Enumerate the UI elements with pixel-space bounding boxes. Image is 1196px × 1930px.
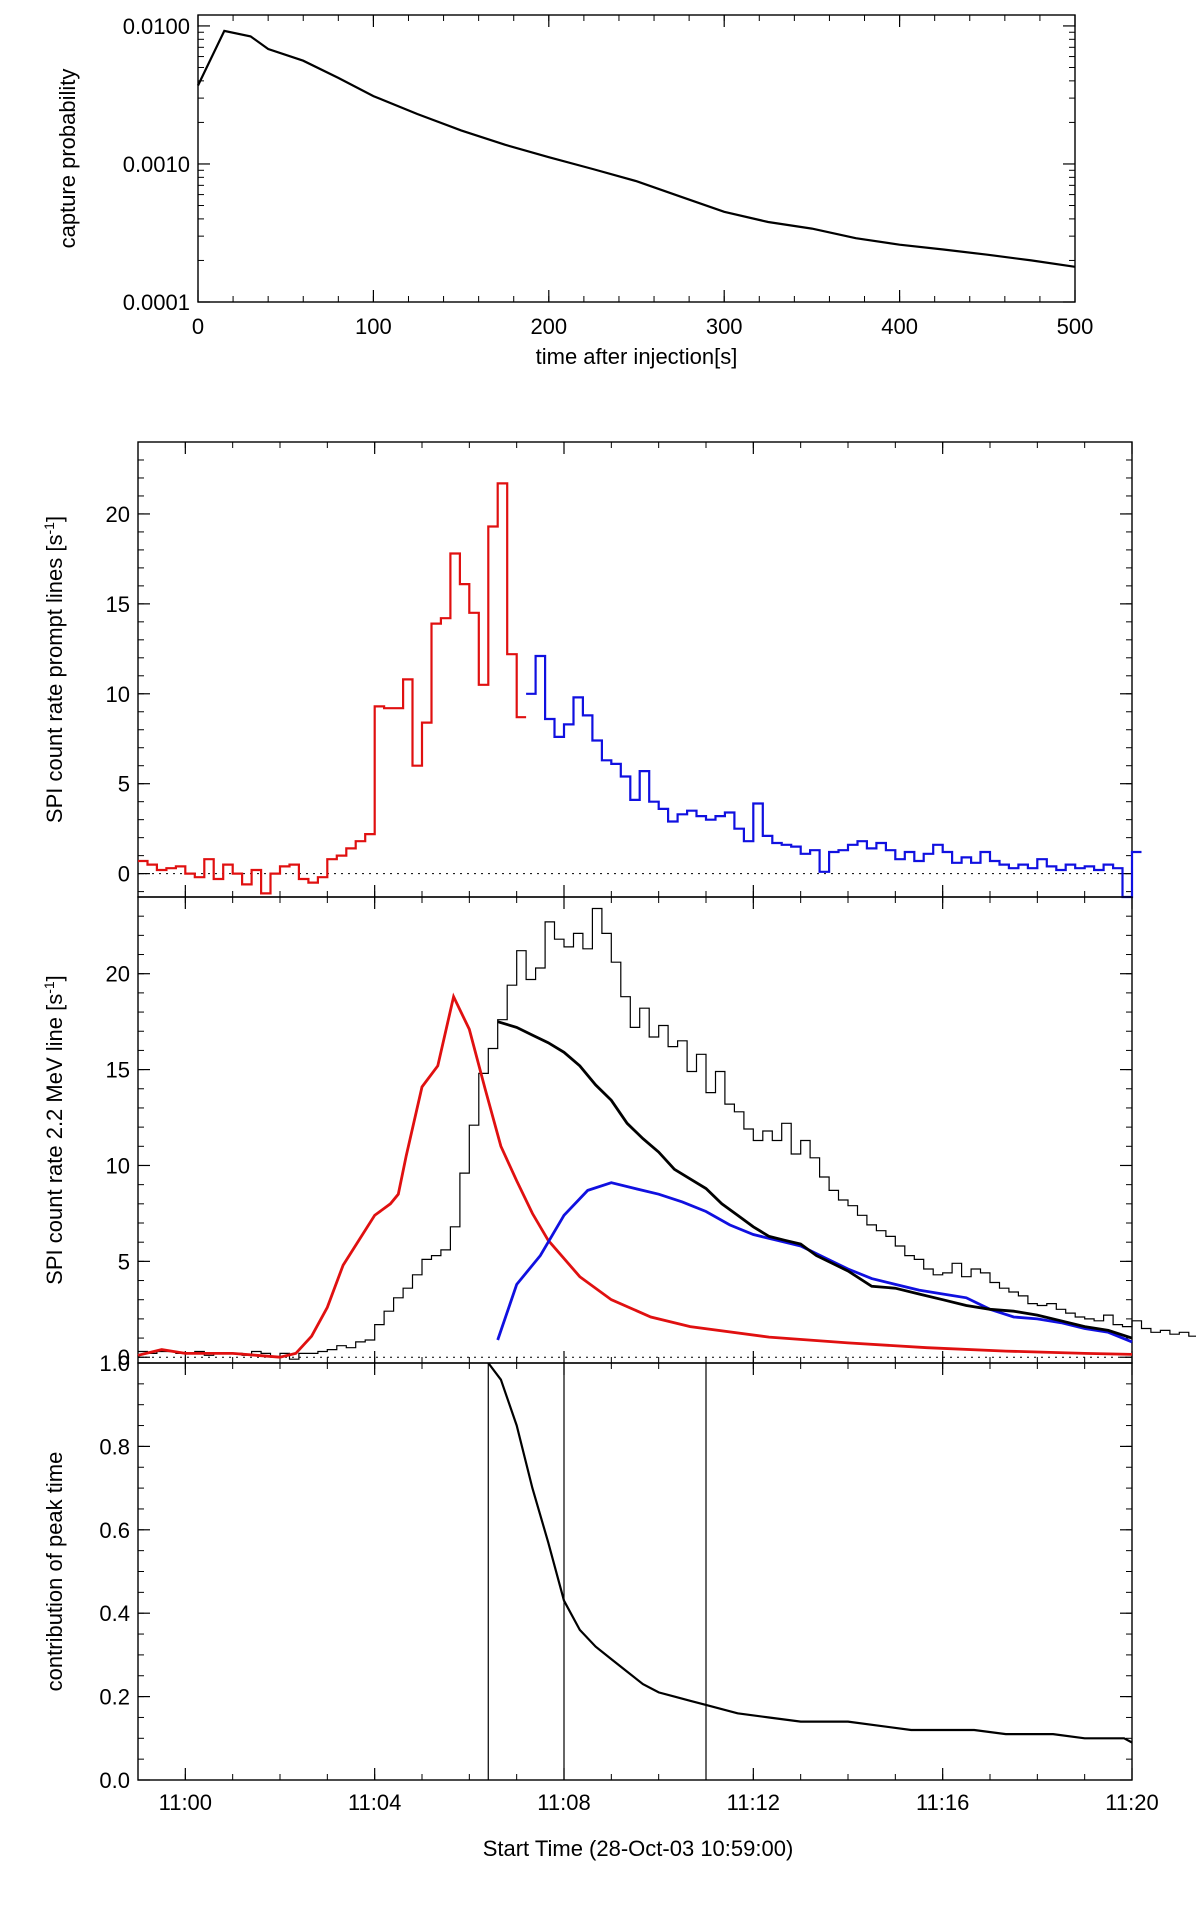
line22-y-axis-label-sup: -1 <box>41 981 57 994</box>
contribution-x-tick-label: 11:00 <box>159 1790 212 1815</box>
capture-x-tick-label: 100 <box>355 314 392 339</box>
prompt-y-axis-label-close: ] <box>42 516 67 522</box>
line22-y-tick-label: 5 <box>118 1249 130 1274</box>
prompt-rise-histogram <box>138 482 527 895</box>
capture-x-tick-label: 500 <box>1057 314 1094 339</box>
line22-y-axis-label: SPI count rate 2.2 MeV line [s-1] <box>41 975 67 1285</box>
line22-y-tick-label: 15 <box>106 1058 130 1083</box>
contribution-plot-frame <box>137 1362 1133 1781</box>
line22-delayed-model-curve <box>496 1181 1133 1344</box>
contribution-x-tick-label: 11:20 <box>1105 1790 1158 1815</box>
figure-x-axis-label: Start Time (28-Oct-03 10:59:00) <box>483 1836 794 1861</box>
line22-y-axis-label-text: SPI count rate 2.2 MeV line [s <box>42 994 67 1285</box>
prompt-y-axis-label-text: SPI count rate prompt lines [s <box>42 535 67 824</box>
capture-y-tick-label: 0.0010 <box>123 152 190 177</box>
contribution-y-tick-label: 0.8 <box>99 1434 130 1459</box>
line-2-2-mev-panel: SPI count rate 2.2 MeV line [s-1] 0 5 10 15… <box>41 896 1196 1370</box>
contribution-y-tick-label: 0.2 <box>99 1685 130 1710</box>
prompt-y-axis-label: SPI count rate prompt lines [s-1] <box>41 516 67 823</box>
capture-probability-panel: time after injection[s] capture probabil… <box>55 14 1093 369</box>
contribution-y-axis-label: contribution of peak time <box>42 1452 67 1692</box>
line22-histogram <box>138 907 1196 1360</box>
contribution-x-tick-label: 11:08 <box>537 1790 590 1815</box>
prompt-y-axis-label-sup: -1 <box>41 522 57 535</box>
prompt-y-tick-label: 5 <box>118 772 130 797</box>
capture-y-axis-label: capture probability <box>55 69 80 249</box>
prompt-y-tick-label: 15 <box>106 592 130 617</box>
prompt-y-tick-label: 20 <box>106 502 130 527</box>
contribution-curve <box>487 1362 1133 1744</box>
capture-x-tick-label: 0 <box>192 314 204 339</box>
contribution-panel: contribution of peak time 11:00 11:04 11:0… <box>42 1351 1159 1815</box>
capture-x-tick-label: 400 <box>881 314 918 339</box>
prompt-plot-frame <box>137 441 1133 898</box>
line22-y-tick-label: 10 <box>106 1153 130 1178</box>
contribution-x-tick-label: 11:12 <box>727 1790 780 1815</box>
capture-y-tick-label: 0.0001 <box>123 290 190 315</box>
contribution-y-tick-label: 0.0 <box>99 1768 130 1793</box>
line22-y-tick-label: 20 <box>106 962 130 987</box>
line22-y-axis-label-close: ] <box>42 975 67 981</box>
capture-x-tick-label: 300 <box>706 314 743 339</box>
prompt-lines-panel: SPI count rate prompt lines [s-1] 0 5 10 15… <box>41 441 1142 899</box>
prompt-y-tick-label: 0 <box>118 862 130 887</box>
contribution-x-tick-label: 11:16 <box>916 1790 969 1815</box>
capture-x-axis-label: time after injection[s] <box>536 344 738 369</box>
contribution-y-tick-label: 0.6 <box>99 1518 130 1543</box>
prompt-decay-histogram <box>526 654 1142 899</box>
capture-plot-frame <box>197 14 1076 303</box>
capture-y-tick-label: 0.0100 <box>123 14 190 39</box>
prompt-y-tick-label: 10 <box>106 682 130 707</box>
contribution-x-tick-label: 11:04 <box>348 1790 401 1815</box>
line22-sum-model-curve <box>497 1020 1133 1340</box>
contribution-y-tick-label: 1.0 <box>99 1351 130 1376</box>
capture-x-tick-label: 200 <box>530 314 567 339</box>
line22-y-tick-label: 0 <box>118 1345 130 1370</box>
contribution-y-tick-label: 0.4 <box>99 1601 130 1626</box>
line22-prompt-model-curve <box>137 992 1133 1359</box>
capture-probability-line <box>197 29 1076 268</box>
